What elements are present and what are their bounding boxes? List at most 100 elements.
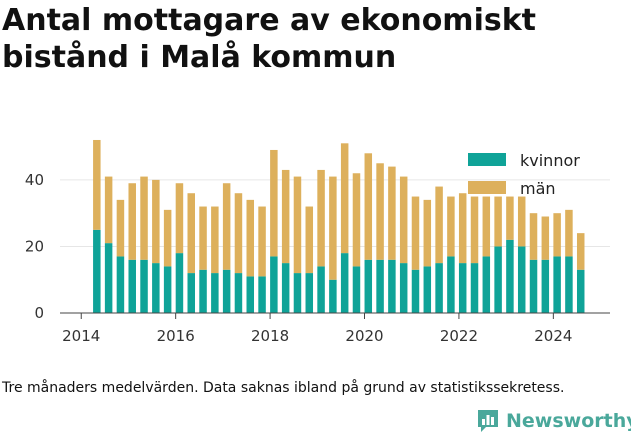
- bar-kvinnor: [517, 246, 526, 313]
- bar-man: [565, 209, 573, 257]
- bar-kvinnor: [576, 269, 585, 313]
- bar-man: [140, 176, 148, 260]
- bar-kvinnor: [104, 243, 113, 313]
- bar-kvinnor: [506, 239, 514, 313]
- bar-man: [482, 196, 491, 257]
- bar-man: [494, 196, 502, 247]
- x-tick-label-2014: 2014: [62, 327, 100, 345]
- bar-man: [128, 183, 136, 260]
- brand-logo: Newsworthy: [476, 408, 631, 434]
- bar-kvinnor: [222, 269, 231, 313]
- bar-kvinnor: [128, 259, 136, 313]
- bar-kvinnor: [163, 266, 172, 313]
- bar-kvinnor: [388, 259, 396, 313]
- bar-kvinnor: [140, 259, 148, 313]
- bar-kvinnor: [293, 273, 302, 313]
- bar-man: [399, 176, 408, 264]
- bar-man: [305, 206, 314, 274]
- bar-kvinnor: [305, 273, 314, 313]
- bar-man: [329, 176, 337, 280]
- bar-man: [576, 233, 585, 270]
- bar-man: [388, 166, 396, 260]
- bar-man: [211, 206, 219, 274]
- x-tick-label-2016: 2016: [157, 327, 195, 345]
- x-tick-label-2024: 2024: [534, 327, 572, 345]
- bar-kvinnor: [565, 256, 573, 313]
- legend-label-kvinnor: kvinnor: [520, 151, 580, 170]
- bar-kvinnor: [399, 263, 408, 313]
- bar-man: [470, 196, 479, 264]
- x-axis: 2014 2016 2018 2020 2022 2024: [60, 312, 610, 345]
- bar-kvinnor: [234, 273, 243, 313]
- bar-man: [187, 193, 195, 274]
- bar-kvinnor: [116, 256, 125, 313]
- bar-kvinnor: [270, 256, 278, 313]
- bar-man: [411, 196, 420, 270]
- bar-kvinnor: [152, 263, 160, 313]
- bar-kvinnor: [529, 259, 538, 313]
- bar-kvinnor: [376, 259, 384, 313]
- bar-man: [222, 183, 231, 270]
- bar-man: [258, 206, 266, 277]
- bar-kvinnor: [458, 263, 467, 313]
- bar-kvinnor: [352, 266, 361, 313]
- bar-kvinnor: [364, 259, 373, 313]
- bar-man: [163, 209, 172, 267]
- bar-man: [199, 206, 207, 270]
- footnote: Tre månaders medelvärden. Data saknas ib…: [2, 380, 565, 396]
- bar-kvinnor: [541, 259, 550, 313]
- bar-man: [270, 149, 278, 257]
- y-axis: 0 20 40: [25, 171, 44, 322]
- bar-kvinnor: [187, 273, 195, 313]
- bar-kvinnor: [553, 256, 561, 313]
- x-tick-label-2018: 2018: [251, 327, 289, 345]
- bar-man: [553, 213, 561, 257]
- bar-kvinnor: [199, 269, 207, 313]
- bar-kvinnor: [435, 263, 443, 313]
- bar-man: [93, 139, 101, 230]
- bar-kvinnor: [340, 253, 349, 313]
- bar-man: [116, 199, 125, 257]
- bar-kvinnor: [175, 253, 184, 313]
- bar-man: [447, 196, 455, 257]
- y-tick-label-20: 20: [25, 237, 44, 255]
- x-tick-label-2020: 2020: [345, 327, 383, 345]
- newsworthy-chart-bubble-icon: [478, 410, 498, 432]
- bar-man: [246, 199, 255, 277]
- bar-man: [234, 193, 243, 274]
- bar-man: [352, 173, 361, 267]
- bar-man: [423, 199, 432, 267]
- bar-man: [541, 216, 550, 260]
- y-tick-label-0: 0: [34, 304, 44, 322]
- legend-swatch-kvinnor: [468, 153, 506, 166]
- bar-man: [293, 176, 302, 274]
- bar-kvinnor: [317, 266, 325, 313]
- bar-kvinnor: [423, 266, 432, 313]
- bar-man: [376, 163, 384, 260]
- bar-kvinnor: [447, 256, 455, 313]
- bar-man: [152, 179, 160, 264]
- bar-kvinnor: [329, 279, 337, 313]
- legend-label-man: män: [520, 179, 556, 198]
- bar-man: [281, 169, 290, 264]
- y-tick-label-40: 40: [25, 171, 44, 189]
- bar-kvinnor: [411, 269, 420, 313]
- bar-kvinnor: [470, 263, 479, 313]
- bar-man: [317, 169, 325, 267]
- bar-man: [364, 153, 373, 260]
- bar-man: [458, 193, 467, 264]
- bar-kvinnor: [258, 276, 266, 313]
- bar-man: [517, 196, 526, 247]
- bar-man: [529, 213, 538, 260]
- x-tick-label-2022: 2022: [440, 327, 478, 345]
- bar-man: [506, 196, 514, 240]
- bar-man: [340, 143, 349, 254]
- bar-man: [104, 176, 113, 244]
- bar-kvinnor: [494, 246, 502, 313]
- legend-swatch-man: [468, 181, 506, 194]
- bar-kvinnor: [281, 263, 290, 313]
- bar-man: [175, 183, 184, 254]
- bars: [93, 139, 585, 313]
- bar-kvinnor: [246, 276, 255, 313]
